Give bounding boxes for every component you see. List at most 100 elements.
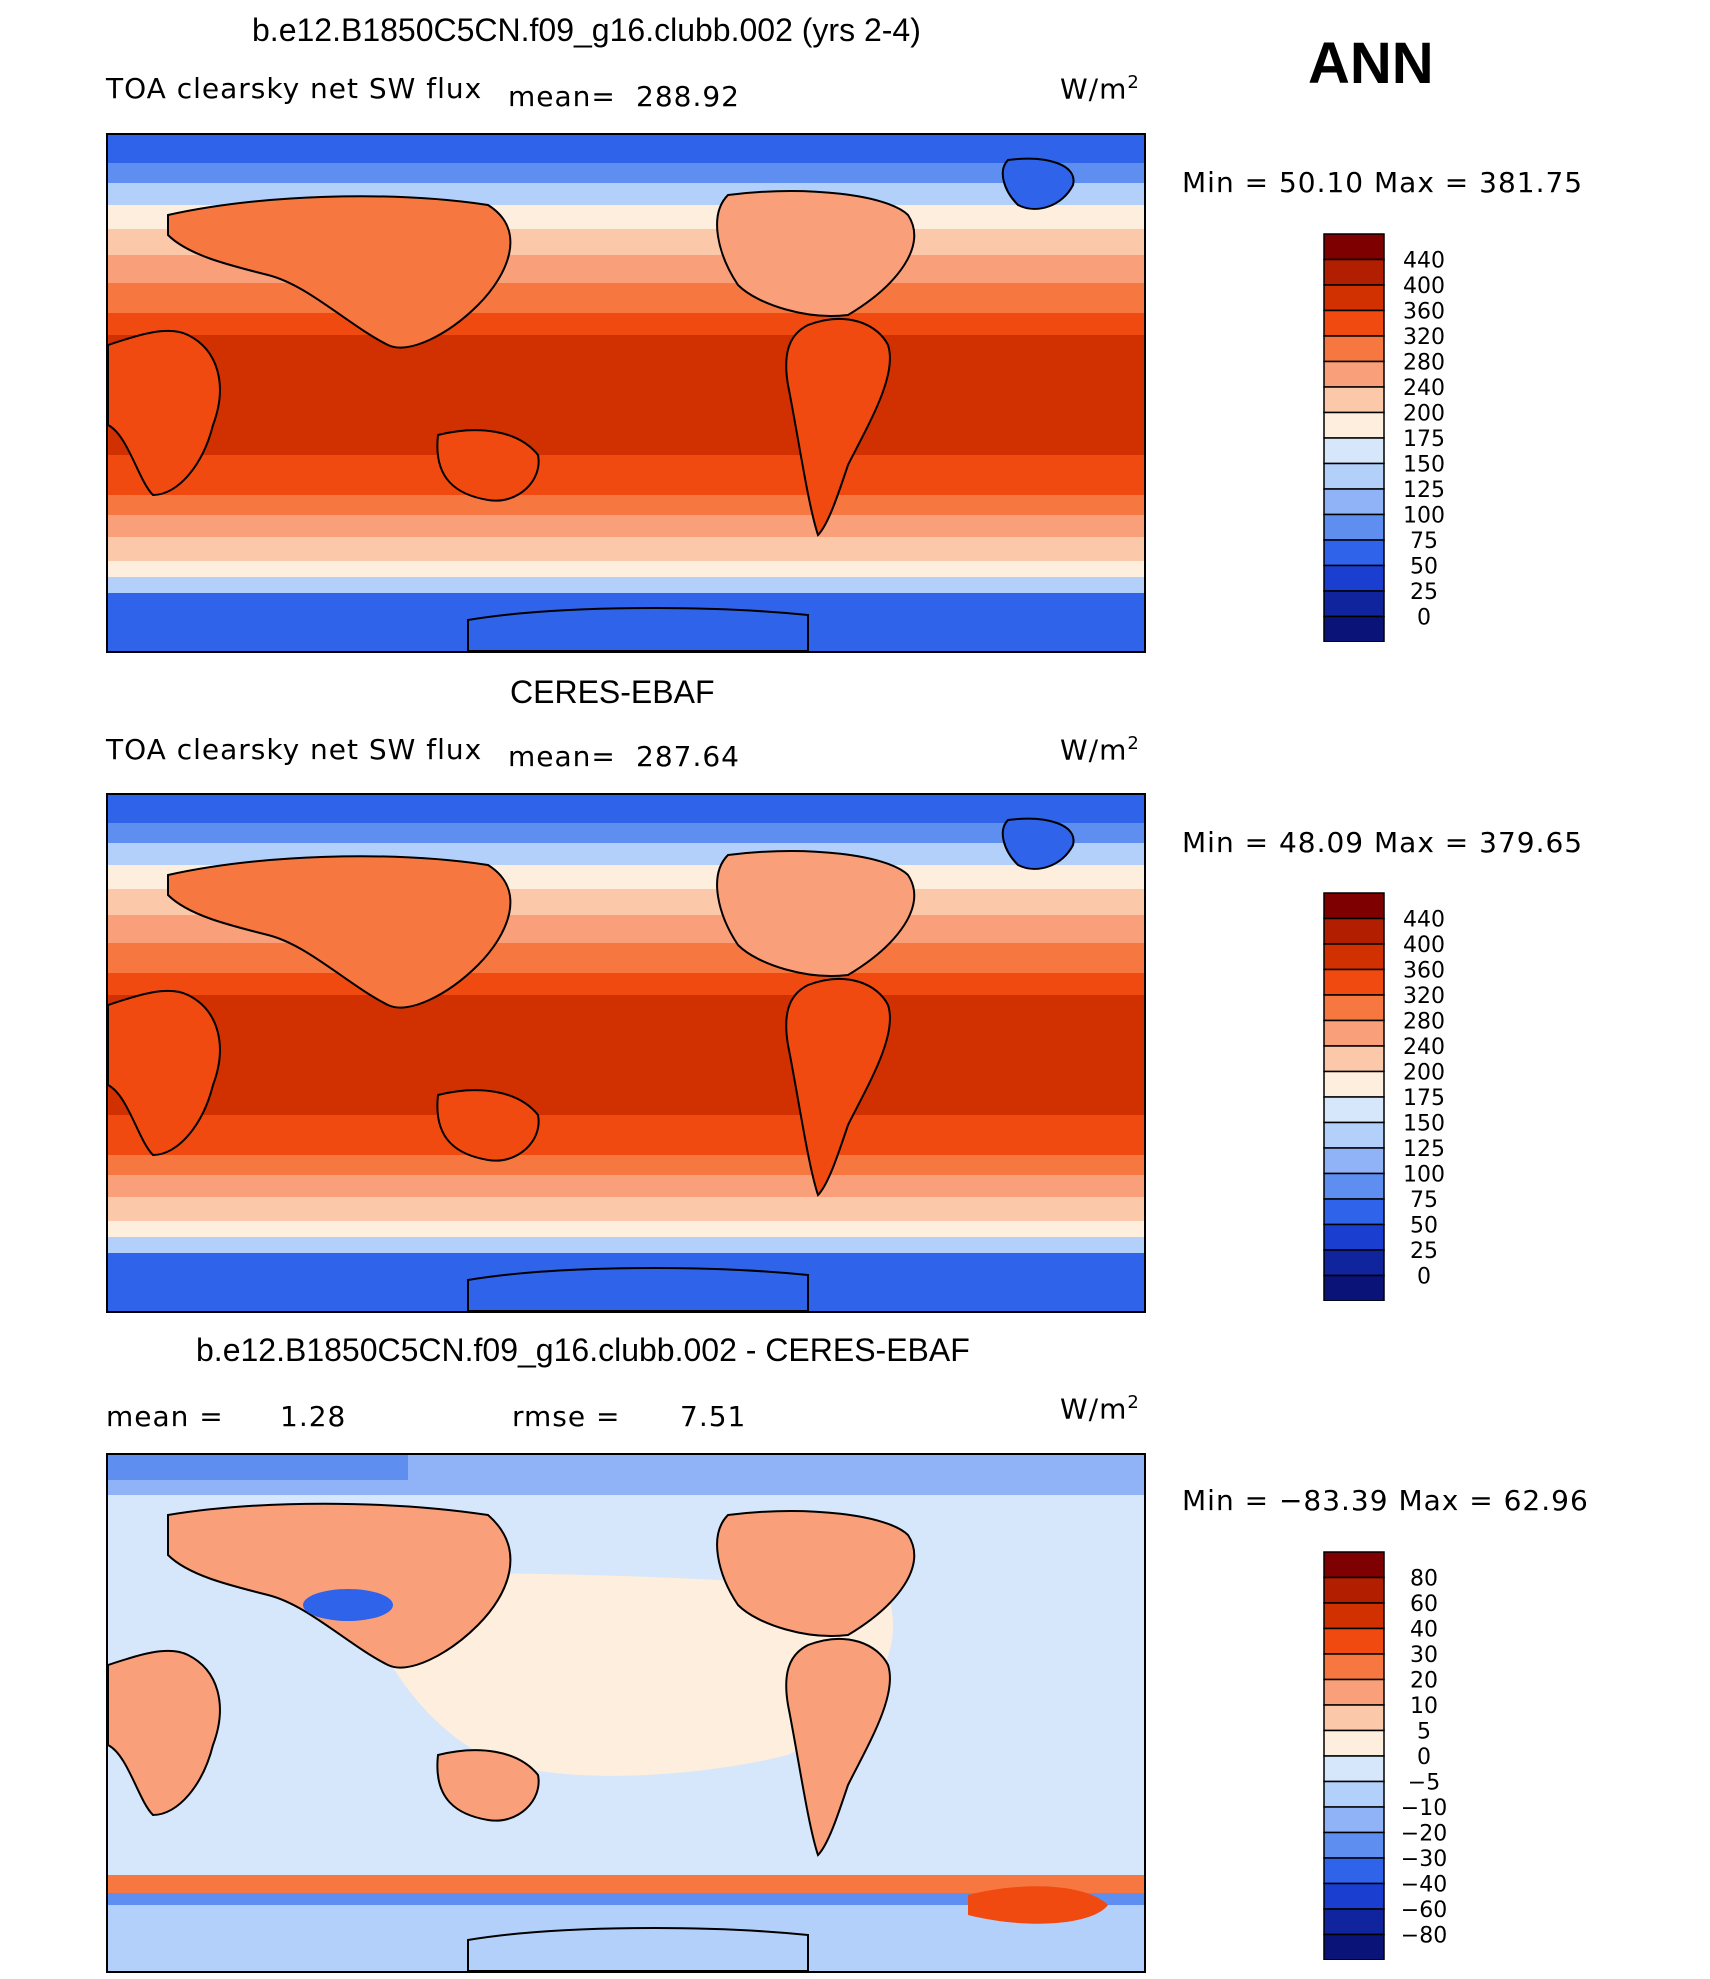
colorbar-box <box>1323 943 1385 971</box>
colorbar-box <box>1323 968 1385 996</box>
colorbar-box <box>1323 1653 1385 1681</box>
colorbar-box <box>1323 892 1385 920</box>
colorbar-box <box>1323 1602 1385 1630</box>
colorbar-box <box>1323 917 1385 945</box>
colorbar-label: 100 <box>1403 504 1445 529</box>
panel2-mean-value: 287.64 <box>636 740 740 773</box>
colorbar-box <box>1323 1147 1385 1175</box>
panel1-colorbar: 440 400 360 320 280 240 200 175 150 125 100 75 50 25 0 <box>1322 232 1462 642</box>
colorbar-box <box>1323 233 1385 261</box>
panel3-units: W/m2 <box>1060 1392 1140 1425</box>
colorbar-box <box>1323 513 1385 541</box>
colorbar-label: 0 <box>1417 606 1431 631</box>
colorbar-label: 100 <box>1403 1163 1445 1188</box>
colorbar-box <box>1323 1576 1385 1604</box>
colorbar-box <box>1323 284 1385 312</box>
colorbar-box <box>1323 564 1385 592</box>
colorbar-box <box>1323 360 1385 388</box>
panel3-minmax: Min = −83.39 Max = 62.96 <box>1182 1484 1589 1517</box>
panel1-title: b.e12.B1850C5CN.f09_g16.clubb.002 (yrs 2… <box>252 12 921 48</box>
colorbar-box <box>1323 1627 1385 1655</box>
colorbar-label: 280 <box>1403 1010 1445 1035</box>
panel1-minmax: Min = 50.10 Max = 381.75 <box>1182 166 1584 199</box>
colorbar-box <box>1323 1551 1385 1579</box>
panel3-map <box>106 1453 1146 1973</box>
colorbar-label: 75 <box>1410 529 1438 554</box>
colorbar-label: 5 <box>1417 1720 1431 1745</box>
colorbar-box <box>1323 1249 1385 1277</box>
colorbar-label: −40 <box>1401 1873 1447 1898</box>
colorbar-box <box>1323 1780 1385 1808</box>
colorbar-box <box>1323 462 1385 490</box>
colorbar-label: 440 <box>1403 249 1445 274</box>
units-base: W/m <box>1060 72 1128 106</box>
colorbar-box <box>1323 1806 1385 1834</box>
colorbar-box <box>1323 258 1385 286</box>
colorbar-label: 360 <box>1403 300 1445 325</box>
colorbar-label: 200 <box>1403 1061 1445 1086</box>
colorbar-box <box>1323 1678 1385 1706</box>
colorbar-label: 200 <box>1403 402 1445 427</box>
colorbar-label: 0 <box>1417 1745 1431 1770</box>
colorbar-box <box>1323 1704 1385 1732</box>
units-base: W/m <box>1060 733 1128 767</box>
colorbar-box <box>1323 1121 1385 1149</box>
colorbar-box <box>1323 539 1385 567</box>
panel2-variable: TOA clearsky net SW flux <box>106 733 483 766</box>
colorbar-box <box>1323 1070 1385 1098</box>
colorbar-label: 20 <box>1410 1669 1438 1694</box>
colorbar-box <box>1323 1831 1385 1859</box>
colorbar-label: −5 <box>1408 1771 1440 1796</box>
colorbar-label: 50 <box>1410 555 1438 580</box>
colorbar-label: 175 <box>1403 1086 1445 1111</box>
panel2-map <box>106 793 1146 1313</box>
colorbar-label: 25 <box>1410 580 1438 605</box>
colorbar-label: 60 <box>1410 1592 1438 1617</box>
panel3-rmse-label: rmse = <box>512 1400 621 1433</box>
colorbar-box <box>1323 1198 1385 1226</box>
panel1-variable: TOA clearsky net SW flux <box>106 72 483 105</box>
panel2-colorbar: 440 400 360 320 280 240 200 175 150 125 100 75 50 25 0 <box>1322 891 1462 1301</box>
units-exponent: 2 <box>1127 72 1140 93</box>
colorbar-box <box>1323 1857 1385 1885</box>
colorbar-box <box>1323 1729 1385 1757</box>
colorbar-label: 40 <box>1410 1618 1438 1643</box>
panel2-minmax: Min = 48.09 Max = 379.65 <box>1182 826 1584 859</box>
colorbar-label: 30 <box>1410 1643 1438 1668</box>
colorbar-box <box>1323 1274 1385 1301</box>
colorbar-box <box>1323 437 1385 465</box>
colorbar-label: 240 <box>1403 376 1445 401</box>
panel3-mean-label: mean = <box>106 1400 224 1433</box>
panel3-mean-value: 1.28 <box>280 1400 347 1433</box>
panel2-mean-label: mean= <box>508 740 616 773</box>
panel2-title: CERES-EBAF <box>510 674 715 710</box>
colorbar-label: −10 <box>1401 1796 1447 1821</box>
colorbar-label: −30 <box>1401 1847 1447 1872</box>
colorbar-label: 320 <box>1403 984 1445 1009</box>
colorbar-label: 125 <box>1403 478 1445 503</box>
colorbar-box <box>1323 488 1385 516</box>
season-label: ANN <box>1308 31 1434 96</box>
colorbar-box <box>1323 1045 1385 1073</box>
colorbar-label: 125 <box>1403 1137 1445 1162</box>
colorbar-label: 280 <box>1403 351 1445 376</box>
colorbar-label: 440 <box>1403 908 1445 933</box>
panel1-mean-label: mean= <box>508 80 616 113</box>
colorbar-box <box>1323 615 1385 642</box>
colorbar-label: 75 <box>1410 1188 1438 1213</box>
panel1-map <box>106 133 1146 653</box>
colorbar-box <box>1323 1223 1385 1251</box>
colorbar-label: 360 <box>1403 959 1445 984</box>
panel3-colorbar: 80 60 40 30 20 10 5 0 −5 −10 −20 −30 −40 −60 −80 <box>1322 1550 1462 1960</box>
colorbar-label: −80 <box>1401 1924 1447 1949</box>
colorbar-label: 10 <box>1410 1694 1438 1719</box>
colorbar-label: −60 <box>1401 1898 1447 1923</box>
colorbar-label: 150 <box>1403 1112 1445 1137</box>
colorbar-box <box>1323 386 1385 414</box>
units-exponent: 2 <box>1127 1392 1140 1413</box>
colorbar-label: 240 <box>1403 1035 1445 1060</box>
colorbar-box <box>1323 994 1385 1022</box>
colorbar-label: 175 <box>1403 427 1445 452</box>
colorbar-label: 25 <box>1410 1239 1438 1264</box>
panel3-rmse-value: 7.51 <box>680 1400 747 1433</box>
